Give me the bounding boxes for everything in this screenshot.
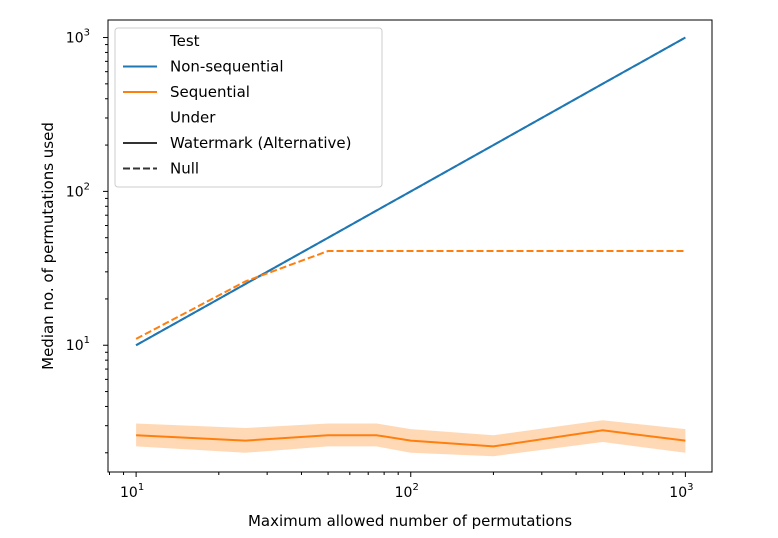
- x-tick-label-0: 101: [120, 482, 144, 501]
- legend: Test Non-sequential Sequential Under Waterma…: [114, 27, 383, 188]
- confidence-band-layer: [136, 420, 686, 457]
- y-tick-label-2: 103: [66, 28, 90, 47]
- y-tick-label-1: 102: [66, 181, 90, 200]
- series-line-3: [136, 429, 686, 448]
- y-tick-label-0: 101: [66, 335, 90, 354]
- legend-label-4: Watermark (Alternative): [170, 134, 352, 152]
- x-tick-label-2: 103: [669, 482, 693, 501]
- y-axis-label: Median no. of permutations used: [39, 122, 57, 370]
- legend-label-5: Null: [170, 160, 199, 178]
- tick-layer: 101 102 103 101 102 103: [66, 28, 694, 501]
- legend-frame: [114, 27, 383, 188]
- series-layer: [135, 36, 686, 448]
- legend-label-2: Sequential: [170, 83, 250, 101]
- x-tick-label-1: 102: [395, 482, 419, 501]
- series-3-confidence-band: [136, 420, 686, 457]
- legend-label-1: Non-sequential: [170, 58, 284, 76]
- x-axis-label: Maximum allowed number of permutations: [248, 512, 572, 530]
- legend-label-0: Test: [169, 32, 200, 50]
- legend-label-3: Under: [170, 109, 216, 127]
- series-line-1: [135, 36, 686, 347]
- plot-frame: [107, 19, 713, 473]
